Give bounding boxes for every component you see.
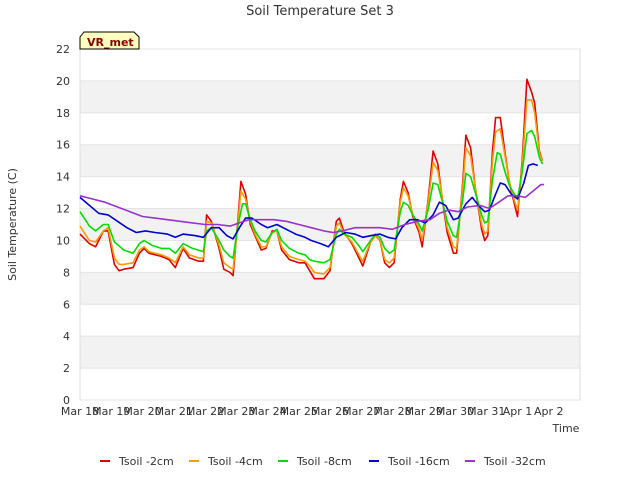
chart-title: Soil Temperature Set 3 (246, 4, 394, 19)
y-tick-label: 22 (56, 43, 70, 56)
y-tick-label: 18 (56, 107, 70, 120)
series-line-tsoil-16cm (79, 163, 539, 248)
y-tick-label: 10 (56, 234, 70, 247)
x-tick-label: Mar 23 (217, 405, 255, 418)
series-line-tsoil-2cm (79, 78, 544, 280)
y-axis-label: Soil Temperature (C) (6, 168, 19, 281)
legend-label: Tsoil -32cm (483, 455, 546, 468)
band-14 (80, 144, 580, 177)
x-tick-label: Mar 21 (155, 405, 193, 418)
x-tick-label: Apr 1 (503, 405, 533, 418)
x-tick-label: Apr 2 (534, 405, 564, 418)
site-label: VR_met (87, 36, 134, 49)
x-tick-label: Mar 22 (186, 405, 224, 418)
y-tick-label: 0 (63, 394, 70, 407)
series-lines (79, 78, 545, 280)
band-18 (80, 80, 580, 113)
legend: Tsoil -2cm Tsoil -4cm Tsoil -8cm Tsoil -16c… (100, 455, 546, 468)
x-tick-label: Mar 24 (248, 405, 286, 418)
x-tick-label: Mar 18 (61, 405, 99, 418)
x-tick-label: Mar 19 (92, 405, 130, 418)
legend-item: Tsoil -2cm (100, 455, 174, 468)
site-label-badge: VR_met (79, 31, 140, 50)
y-axis-ticks: 0 2 4 6 8 10 12 14 16 18 20 22 (56, 43, 70, 407)
band-10 (80, 208, 580, 241)
x-tick-label: Mar 25 (280, 405, 318, 418)
y-tick-label: 16 (56, 139, 70, 152)
y-tick-label: 6 (63, 298, 70, 311)
legend-item: Tsoil -16cm (369, 455, 450, 468)
x-tick-label: Mar 30 (436, 405, 474, 418)
y-tick-label: 12 (56, 203, 70, 216)
legend-label: Tsoil -2cm (118, 455, 174, 468)
y-tick-label: 20 (56, 75, 70, 88)
x-axis-label: Time (552, 422, 580, 435)
band-2 (80, 336, 580, 369)
y-tick-label: 2 (63, 362, 70, 375)
series-line-tsoil-4cm (79, 99, 544, 275)
y-tick-label: 4 (63, 330, 70, 343)
x-tick-label: Mar 31 (467, 405, 505, 418)
x-tick-label: Mar 29 (405, 405, 443, 418)
legend-item: Tsoil -8cm (278, 455, 352, 468)
x-tick-label: Mar 20 (123, 405, 161, 418)
legend-item: Tsoil -4cm (189, 455, 263, 468)
legend-label: Tsoil -4cm (207, 455, 263, 468)
y-tick-label: 8 (63, 266, 70, 279)
x-tick-label: Mar 28 (373, 405, 411, 418)
y-tick-label: 14 (56, 171, 70, 184)
band-6 (80, 272, 580, 305)
series-line-tsoil-32cm (79, 183, 545, 234)
legend-item: Tsoil -32cm (465, 455, 546, 468)
plot-background-bands (80, 80, 580, 369)
x-tick-label: Mar 27 (342, 405, 380, 418)
legend-label: Tsoil -8cm (296, 455, 352, 468)
gridlines (80, 48, 580, 401)
x-tick-label: Mar 26 (311, 405, 349, 418)
legend-label: Tsoil -16cm (387, 455, 450, 468)
